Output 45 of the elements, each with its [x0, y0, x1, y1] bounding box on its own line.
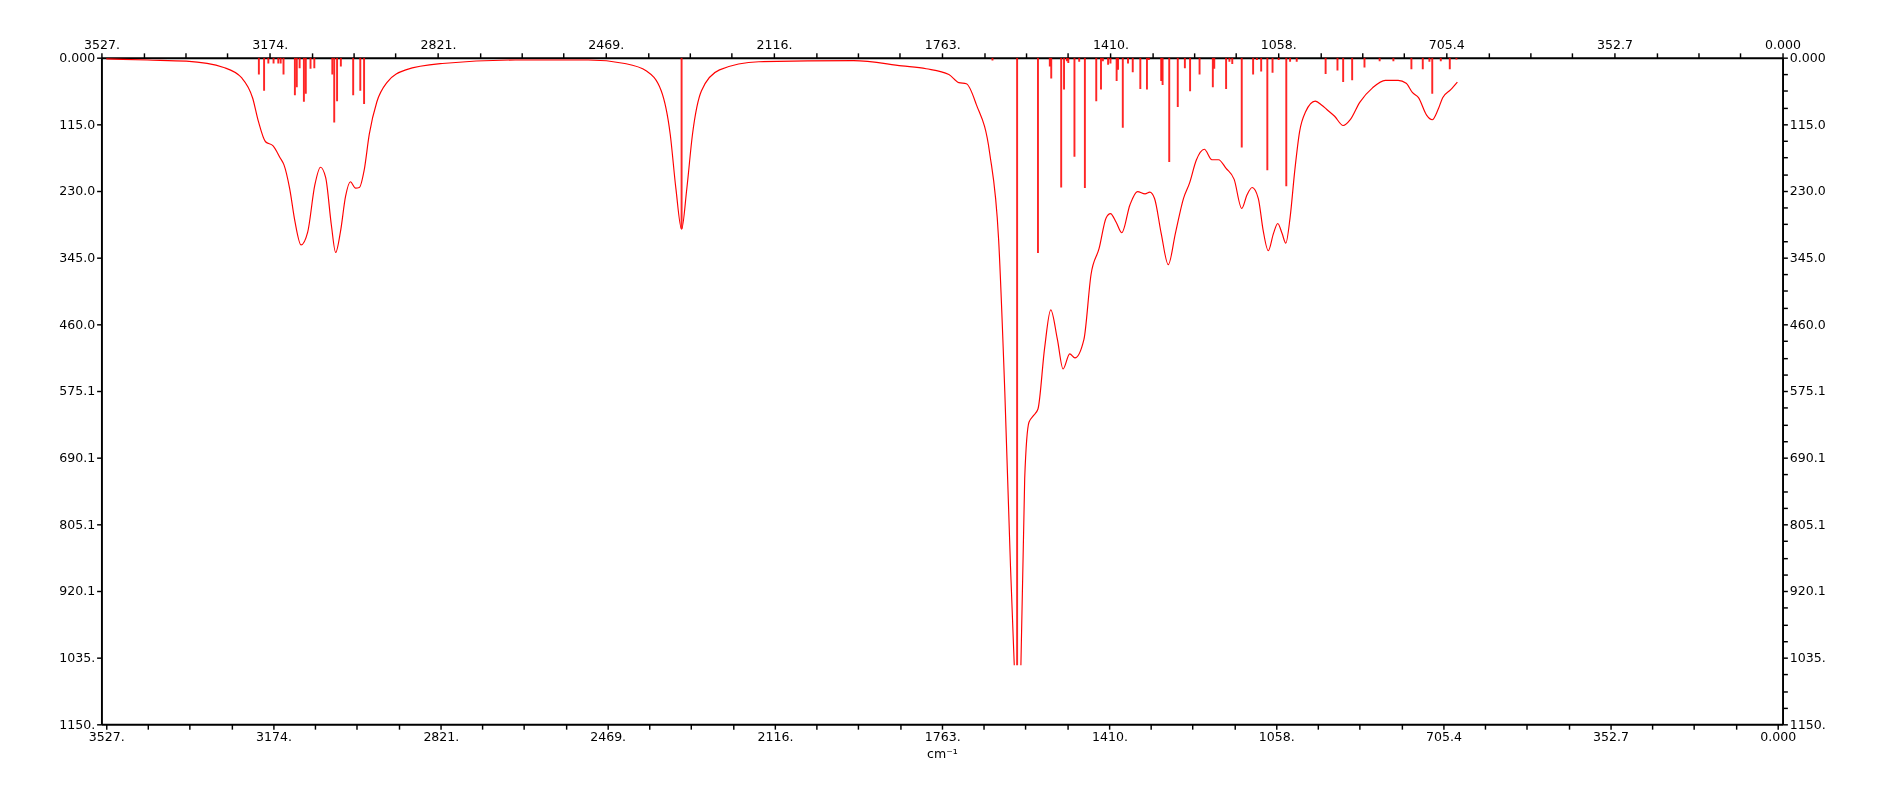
x2-tick-label: 0.000	[1760, 729, 1797, 745]
y2-tick-label: 805.1	[1789, 516, 1826, 532]
x2-tick-label: 3527.	[88, 729, 125, 745]
y-tick-label: 920.1	[59, 583, 96, 599]
y-tick-label: 345.0	[59, 250, 96, 266]
x2-tick-label: 2469.	[590, 729, 627, 745]
x2-tick-label: 1410.	[1092, 729, 1128, 745]
x-tick-label: 3527.	[83, 36, 120, 52]
y2-tick-label: 460.0	[1789, 316, 1826, 332]
y-tick-label: 1150.	[59, 716, 96, 732]
x2-tick-label: 1763.	[924, 729, 961, 745]
x2-tick-label: 705.4	[1425, 729, 1462, 745]
x-tick-label: 705.4	[1428, 36, 1465, 52]
x-tick-label: 2821.	[420, 36, 457, 52]
y2-tick-label: 0.000	[1789, 50, 1826, 66]
y2-tick-label: 115.0	[1789, 116, 1826, 132]
x2-tick-label: 3174.	[256, 729, 293, 745]
x-tick-label: 1410.	[1093, 36, 1129, 52]
y-tick-label: 115.0	[59, 116, 96, 132]
x2-tick-label: 352.7	[1593, 729, 1630, 745]
x-tick-label: 2116.	[756, 36, 793, 52]
y-tick-label: 1035.	[59, 650, 96, 666]
x2-tick-label: 2821.	[423, 729, 460, 745]
y2-tick-label: 690.1	[1789, 450, 1826, 466]
x-axis-title: cm⁻¹	[927, 745, 958, 761]
x-tick-label: 1763.	[924, 36, 961, 52]
y2-tick-label: 345.0	[1789, 250, 1826, 266]
x-tick-label: 1058.	[1260, 36, 1297, 52]
y-tick-label: 575.1	[59, 383, 96, 399]
x2-tick-label: 2116.	[757, 729, 794, 745]
y-tick-label: 0.000	[59, 50, 96, 66]
y2-tick-label: 575.1	[1789, 383, 1826, 399]
y2-tick-label: 1150.	[1789, 716, 1826, 732]
y-tick-label: 805.1	[59, 516, 96, 532]
y2-tick-label: 920.1	[1789, 583, 1826, 599]
y-tick-label: 230.0	[59, 183, 96, 199]
x-tick-label: 352.7	[1596, 36, 1633, 52]
y2-tick-label: 1035.	[1789, 650, 1826, 666]
x-tick-label: 2469.	[588, 36, 625, 52]
y2-tick-label: 230.0	[1789, 183, 1826, 199]
x2-tick-label: 1058.	[1258, 729, 1295, 745]
y-tick-label: 690.1	[59, 450, 96, 466]
x-tick-label: 0.000	[1765, 36, 1802, 52]
y-tick-label: 460.0	[59, 316, 96, 332]
x-tick-label: 3174.	[252, 36, 289, 52]
